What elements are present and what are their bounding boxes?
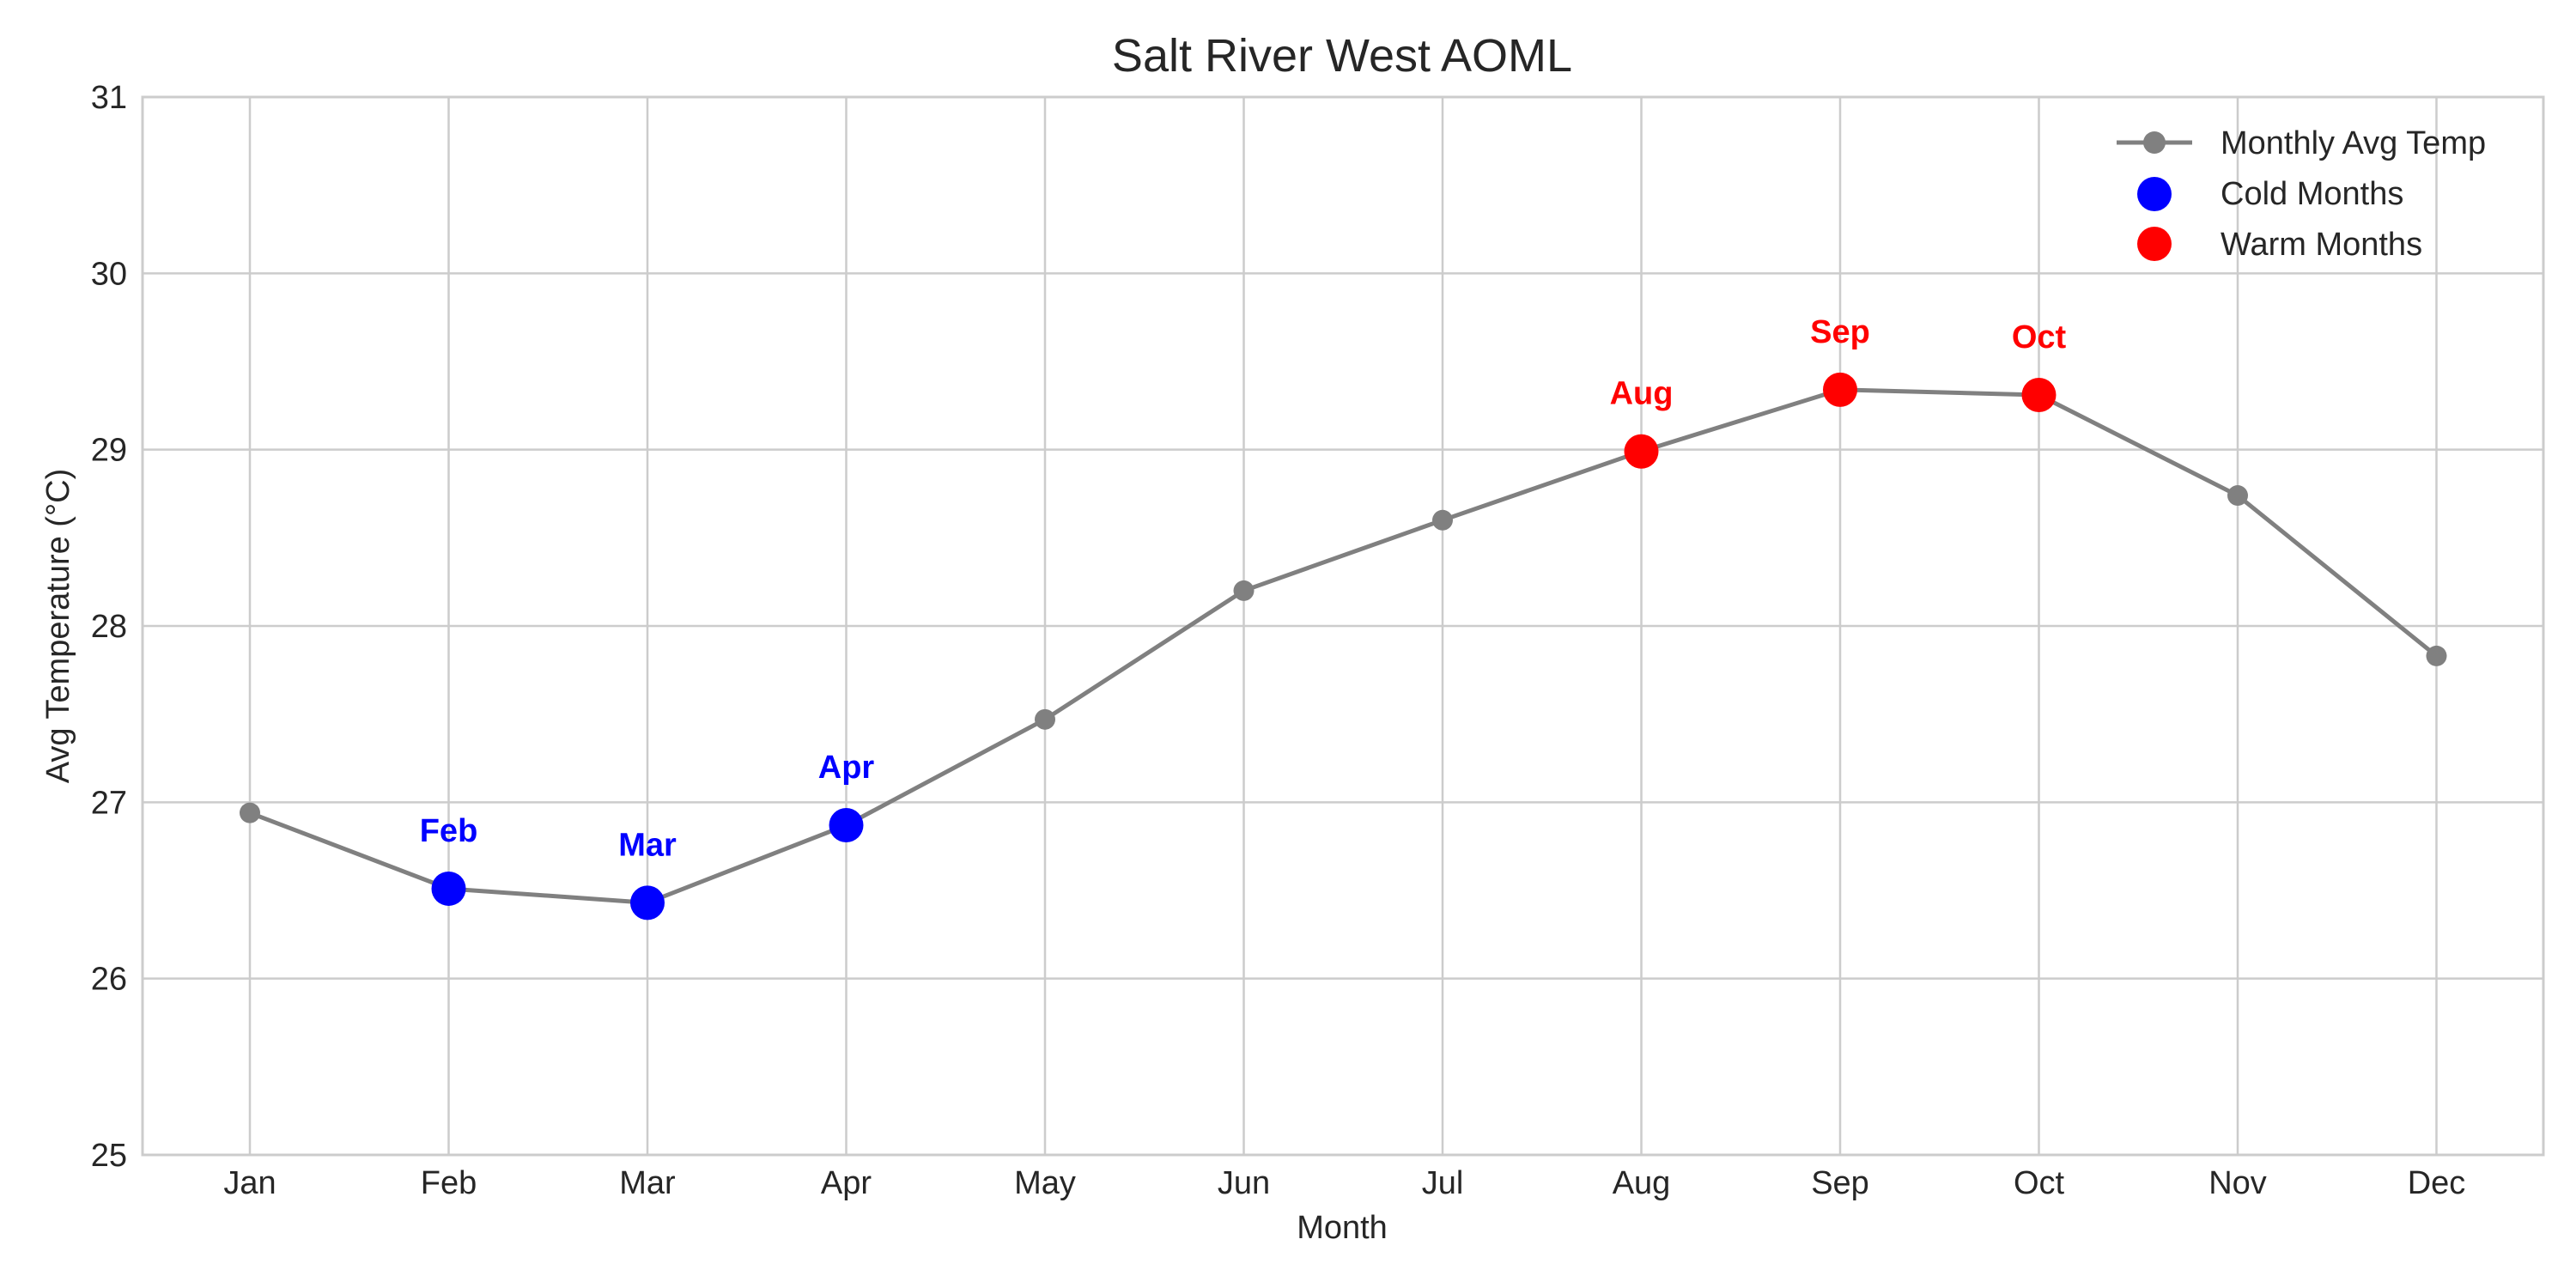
y-axis: 25 26 27 28 29 30 31 (91, 80, 127, 1174)
x-tick-label: Jun (1218, 1165, 1270, 1201)
highlight-point (2021, 378, 2057, 413)
y-tick-label: 30 (91, 256, 127, 292)
x-tick-label: Mar (619, 1165, 676, 1201)
x-axis: Jan Feb Mar Apr May Jun Jul Aug Sep Oct Nov Dec (223, 1165, 2465, 1201)
x-tick-label: Jan (223, 1165, 276, 1201)
y-tick-label: 31 (91, 80, 127, 116)
highlight-label: Oct (2012, 319, 2067, 355)
legend-label-cold: Cold Months (2221, 176, 2403, 212)
legend-line-marker (2143, 131, 2166, 154)
data-point (2426, 645, 2447, 666)
highlight-point (829, 808, 864, 843)
y-tick-label: 28 (91, 609, 127, 645)
y-tick-label: 25 (91, 1138, 127, 1174)
highlight-point (431, 871, 466, 906)
series-line (249, 387, 2439, 905)
highlight-label: Apr (818, 750, 875, 786)
chart-title: Salt River West AOML (1112, 30, 1572, 82)
x-axis-label: Month (1297, 1210, 1388, 1246)
y-tick-label: 27 (91, 785, 127, 821)
data-point (2227, 485, 2248, 507)
highlight-label: Feb (420, 813, 478, 849)
data-point (1035, 708, 1055, 730)
x-tick-label: Sep (1811, 1165, 1869, 1201)
legend: Monthly Avg Temp Cold Months Warm Months (2117, 125, 2486, 263)
highlight-label: Mar (618, 827, 677, 863)
highlight-label: Sep (1810, 314, 1870, 350)
highlight-labels: Feb Mar Apr Aug Sep Oct (420, 314, 2067, 864)
y-axis-label: Avg Temperature (°C) (40, 469, 76, 784)
x-tick-label: Oct (2014, 1165, 2065, 1201)
y-tick-label: 29 (91, 433, 127, 469)
x-tick-label: Apr (821, 1165, 872, 1201)
x-tick-label: Nov (2208, 1165, 2267, 1201)
x-tick-label: Aug (1613, 1165, 1671, 1201)
x-tick-label: Feb (421, 1165, 477, 1201)
highlight-label: Aug (1610, 376, 1674, 412)
highlight-point (1624, 434, 1659, 469)
series-line-path (249, 387, 2439, 905)
highlight-point (1823, 372, 1857, 407)
data-point (1233, 580, 1255, 601)
x-tick-label: Dec (2408, 1165, 2466, 1201)
legend-warm-marker (2137, 227, 2172, 261)
y-tick-label: 26 (91, 962, 127, 998)
grid (143, 95, 2543, 1157)
data-point (1432, 509, 1453, 531)
x-tick-label: May (1014, 1165, 1076, 1201)
data-points (240, 372, 2447, 920)
x-tick-label: Jul (1422, 1165, 1464, 1201)
legend-label-series: Monthly Avg Temp (2221, 125, 2486, 161)
highlight-point (630, 885, 665, 920)
legend-label-warm: Warm Months (2221, 227, 2422, 263)
plot-frame (141, 95, 2545, 1157)
legend-cold-marker (2137, 177, 2172, 211)
data-point (240, 802, 260, 823)
